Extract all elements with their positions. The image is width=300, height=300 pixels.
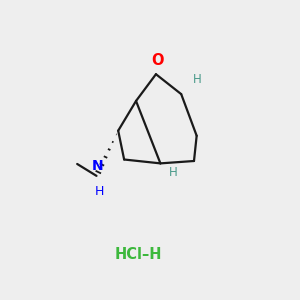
Text: H: H bbox=[193, 73, 201, 86]
Text: HCl–H: HCl–H bbox=[114, 247, 162, 262]
Text: H: H bbox=[169, 166, 178, 179]
Text: O: O bbox=[151, 53, 164, 68]
Text: N: N bbox=[91, 159, 103, 173]
Text: H: H bbox=[95, 185, 104, 198]
